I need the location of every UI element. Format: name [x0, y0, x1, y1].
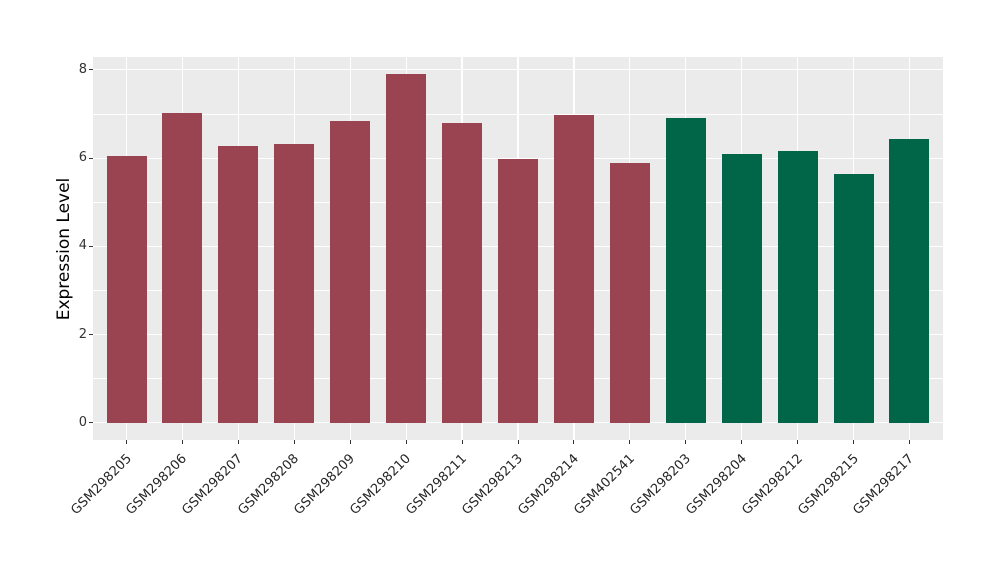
- bar: [889, 139, 930, 423]
- bar: [721, 153, 762, 423]
- bar: [777, 151, 818, 423]
- bar: [162, 113, 203, 423]
- bar: [665, 117, 706, 423]
- y-tick-label: 8: [78, 61, 87, 77]
- bar: [553, 114, 594, 423]
- y-tick-label: 4: [78, 238, 87, 254]
- x-tick-label: GSM298212: [738, 450, 806, 518]
- x-tick-mark: [405, 439, 407, 444]
- x-tick-mark: [293, 439, 295, 444]
- y-tick-label: 2: [78, 326, 87, 342]
- x-tick-mark: [181, 439, 183, 444]
- y-tick-mark: [89, 334, 93, 335]
- x-tick-mark: [908, 439, 910, 444]
- x-tick-mark: [237, 439, 239, 444]
- x-tick-mark: [853, 439, 855, 444]
- y-tick-mark: [89, 157, 93, 159]
- y-tick-mark: [89, 69, 93, 71]
- bar: [833, 173, 874, 423]
- x-tick-mark: [126, 439, 128, 444]
- y-tick-label: 0: [78, 414, 87, 430]
- plot-panel: [93, 57, 943, 440]
- x-tick-mark: [573, 439, 575, 444]
- bar: [442, 123, 483, 423]
- bar: [218, 145, 259, 423]
- x-tick-mark: [349, 439, 351, 444]
- x-tick-mark: [685, 439, 687, 444]
- bar: [609, 162, 650, 423]
- x-tick-mark: [629, 439, 631, 444]
- bar: [498, 158, 538, 423]
- x-tick-label: GSM298217: [850, 450, 918, 518]
- bar: [106, 155, 147, 423]
- y-tick-label: 6: [78, 150, 87, 166]
- bar: [386, 73, 427, 423]
- y-tick-mark: [89, 245, 93, 247]
- y-tick-mark: [89, 422, 93, 424]
- x-tick-mark: [741, 439, 743, 444]
- y-axis-title: Expression Level: [54, 177, 74, 321]
- x-tick-mark: [461, 439, 463, 444]
- x-tick-mark: [517, 439, 519, 444]
- x-tick-mark: [797, 439, 799, 444]
- bar: [274, 144, 315, 423]
- bar: [330, 121, 371, 423]
